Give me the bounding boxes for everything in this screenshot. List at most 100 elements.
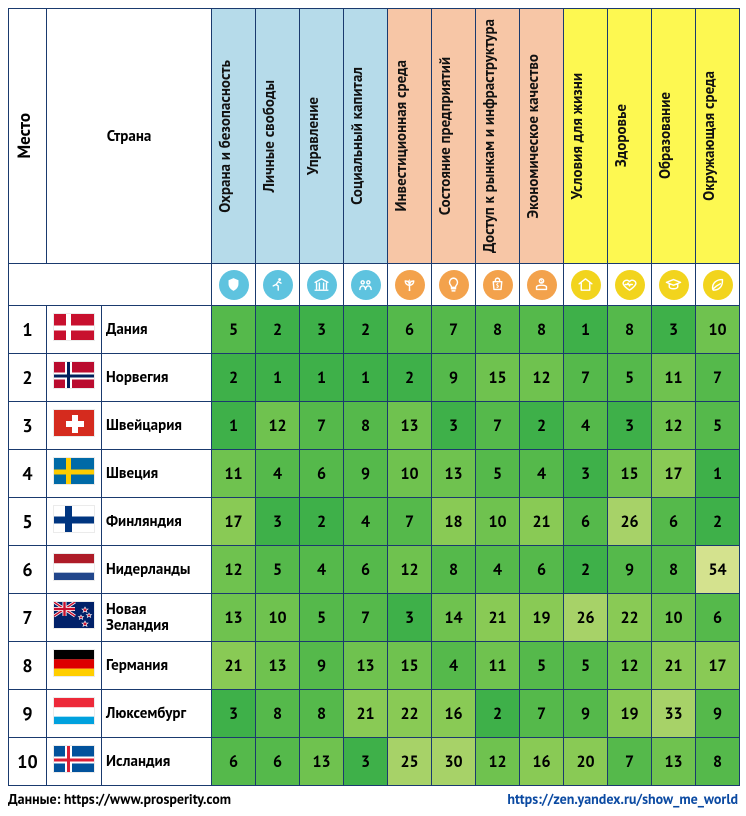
category-label: Личные свободы bbox=[256, 70, 283, 202]
value-cell: 8 bbox=[300, 690, 344, 738]
header-category: Социальный капитал bbox=[344, 9, 388, 264]
table-row: 6Нидерланды125461284629854 bbox=[9, 546, 740, 594]
value-cell: 6 bbox=[344, 546, 388, 594]
value-cell: 17 bbox=[652, 450, 696, 498]
category-label: Состояние предприятий bbox=[432, 47, 459, 225]
value-cell: 4 bbox=[520, 450, 564, 498]
icon-cell bbox=[696, 264, 740, 306]
value-cell: 2 bbox=[476, 690, 520, 738]
value-cell: 15 bbox=[608, 450, 652, 498]
value-cell: 8 bbox=[432, 546, 476, 594]
icon-row-spacer bbox=[9, 264, 212, 306]
icon-row: $$$ bbox=[9, 264, 740, 306]
flag-cell bbox=[47, 354, 102, 402]
flag-cell bbox=[47, 594, 102, 642]
value-cell: 26 bbox=[564, 594, 608, 642]
header-category: Личные свободы bbox=[256, 9, 300, 264]
value-cell: 5 bbox=[300, 594, 344, 642]
zen-link[interactable]: https://zen.yandex.ru/show_me_world bbox=[507, 790, 738, 808]
rank-cell: 10 bbox=[9, 738, 47, 786]
header-category: Охрана и безопасность bbox=[212, 9, 256, 264]
header-category: Образование bbox=[652, 9, 696, 264]
value-cell: 2 bbox=[344, 306, 388, 354]
value-cell: 12 bbox=[652, 402, 696, 450]
value-cell: 4 bbox=[300, 546, 344, 594]
value-cell: 3 bbox=[432, 402, 476, 450]
flag-cell bbox=[47, 402, 102, 450]
value-cell: 6 bbox=[696, 594, 740, 642]
header-category: Окружающая среда bbox=[696, 9, 740, 264]
country-cell: Германия bbox=[102, 642, 212, 690]
value-cell: 21 bbox=[344, 690, 388, 738]
flag-nz-icon bbox=[53, 601, 95, 629]
rank-cell: 2 bbox=[9, 354, 47, 402]
flag-fi-icon bbox=[53, 505, 95, 533]
value-cell: 6 bbox=[388, 306, 432, 354]
flag-cell bbox=[47, 690, 102, 738]
value-cell: 15 bbox=[388, 642, 432, 690]
value-cell: 12 bbox=[212, 546, 256, 594]
value-cell: 54 bbox=[696, 546, 740, 594]
value-cell: 5 bbox=[476, 450, 520, 498]
value-cell: 13 bbox=[300, 738, 344, 786]
header-category: Доступ к рынкам и инфраструктура bbox=[476, 9, 520, 264]
flag-no-icon bbox=[53, 361, 95, 389]
flag-cell bbox=[47, 738, 102, 786]
value-cell: 3 bbox=[608, 402, 652, 450]
category-label: Управление bbox=[300, 87, 327, 185]
value-cell: 4 bbox=[564, 402, 608, 450]
flag-ch-icon bbox=[53, 409, 95, 437]
icon-cell bbox=[564, 264, 608, 306]
value-cell: 8 bbox=[696, 738, 740, 786]
value-cell: 9 bbox=[696, 690, 740, 738]
country-cell: Норвегия bbox=[102, 354, 212, 402]
value-cell: 8 bbox=[652, 546, 696, 594]
country-cell: Исландия bbox=[102, 738, 212, 786]
value-cell: 12 bbox=[388, 546, 432, 594]
value-cell: 5 bbox=[564, 642, 608, 690]
value-cell: 16 bbox=[432, 690, 476, 738]
value-cell: 26 bbox=[608, 498, 652, 546]
header-country: Страна bbox=[47, 9, 212, 264]
value-cell: 5 bbox=[520, 642, 564, 690]
category-label: Социальный капитал bbox=[344, 57, 371, 215]
rank-label: Место bbox=[9, 103, 39, 169]
value-cell: 6 bbox=[212, 738, 256, 786]
value-cell: 13 bbox=[432, 450, 476, 498]
value-cell: 10 bbox=[652, 594, 696, 642]
icon-cell bbox=[212, 264, 256, 306]
icon-cell bbox=[652, 264, 696, 306]
run-icon bbox=[263, 270, 293, 300]
flag-de-icon bbox=[53, 649, 95, 677]
table-row: 1Дания5232678818310 bbox=[9, 306, 740, 354]
country-cell: Швейцария bbox=[102, 402, 212, 450]
category-label: Экономическое качество bbox=[520, 44, 547, 229]
people-icon bbox=[351, 270, 381, 300]
value-cell: 13 bbox=[388, 402, 432, 450]
header-category: Инвестиционная среда bbox=[388, 9, 432, 264]
value-cell: 7 bbox=[388, 498, 432, 546]
category-label: Доступ к рынкам и инфраструктура bbox=[476, 9, 503, 263]
value-cell: 8 bbox=[344, 402, 388, 450]
rank-cell: 6 bbox=[9, 546, 47, 594]
value-cell: 3 bbox=[652, 306, 696, 354]
rank-cell: 5 bbox=[9, 498, 47, 546]
value-cell: 7 bbox=[432, 306, 476, 354]
value-cell: 5 bbox=[608, 354, 652, 402]
value-cell: 4 bbox=[432, 642, 476, 690]
value-cell: 7 bbox=[300, 402, 344, 450]
icon-cell: $ bbox=[520, 264, 564, 306]
value-cell: 2 bbox=[300, 498, 344, 546]
icon-cell bbox=[344, 264, 388, 306]
value-cell: 7 bbox=[696, 354, 740, 402]
value-cell: 20 bbox=[564, 738, 608, 786]
header-category: Состояние предприятий bbox=[432, 9, 476, 264]
table-row: 4Швеция11469101354315171 bbox=[9, 450, 740, 498]
value-cell: 1 bbox=[300, 354, 344, 402]
value-cell: 3 bbox=[564, 450, 608, 498]
value-cell: 1 bbox=[212, 402, 256, 450]
svg-text:$: $ bbox=[408, 278, 411, 286]
value-cell: 8 bbox=[608, 306, 652, 354]
table-row: 3Швейцария112781337243125 bbox=[9, 402, 740, 450]
value-cell: 5 bbox=[256, 546, 300, 594]
